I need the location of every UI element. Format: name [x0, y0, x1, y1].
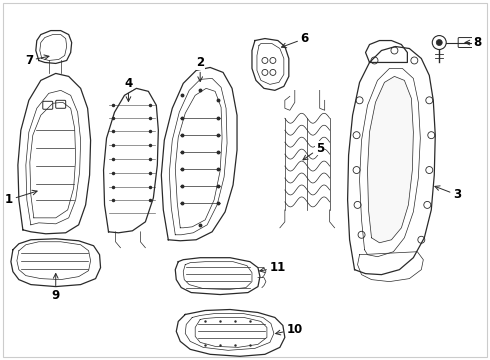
Text: 10: 10: [276, 323, 303, 336]
Text: 2: 2: [196, 56, 204, 81]
Text: 3: 3: [435, 186, 461, 202]
Text: 6: 6: [281, 32, 309, 48]
Text: 7: 7: [25, 54, 49, 67]
Polygon shape: [368, 76, 414, 243]
Text: 11: 11: [260, 261, 286, 274]
Text: 9: 9: [51, 274, 60, 302]
Text: 8: 8: [465, 36, 481, 49]
Circle shape: [436, 40, 442, 45]
Text: 5: 5: [303, 141, 324, 160]
Text: 4: 4: [124, 77, 133, 102]
Text: 1: 1: [5, 190, 37, 206]
